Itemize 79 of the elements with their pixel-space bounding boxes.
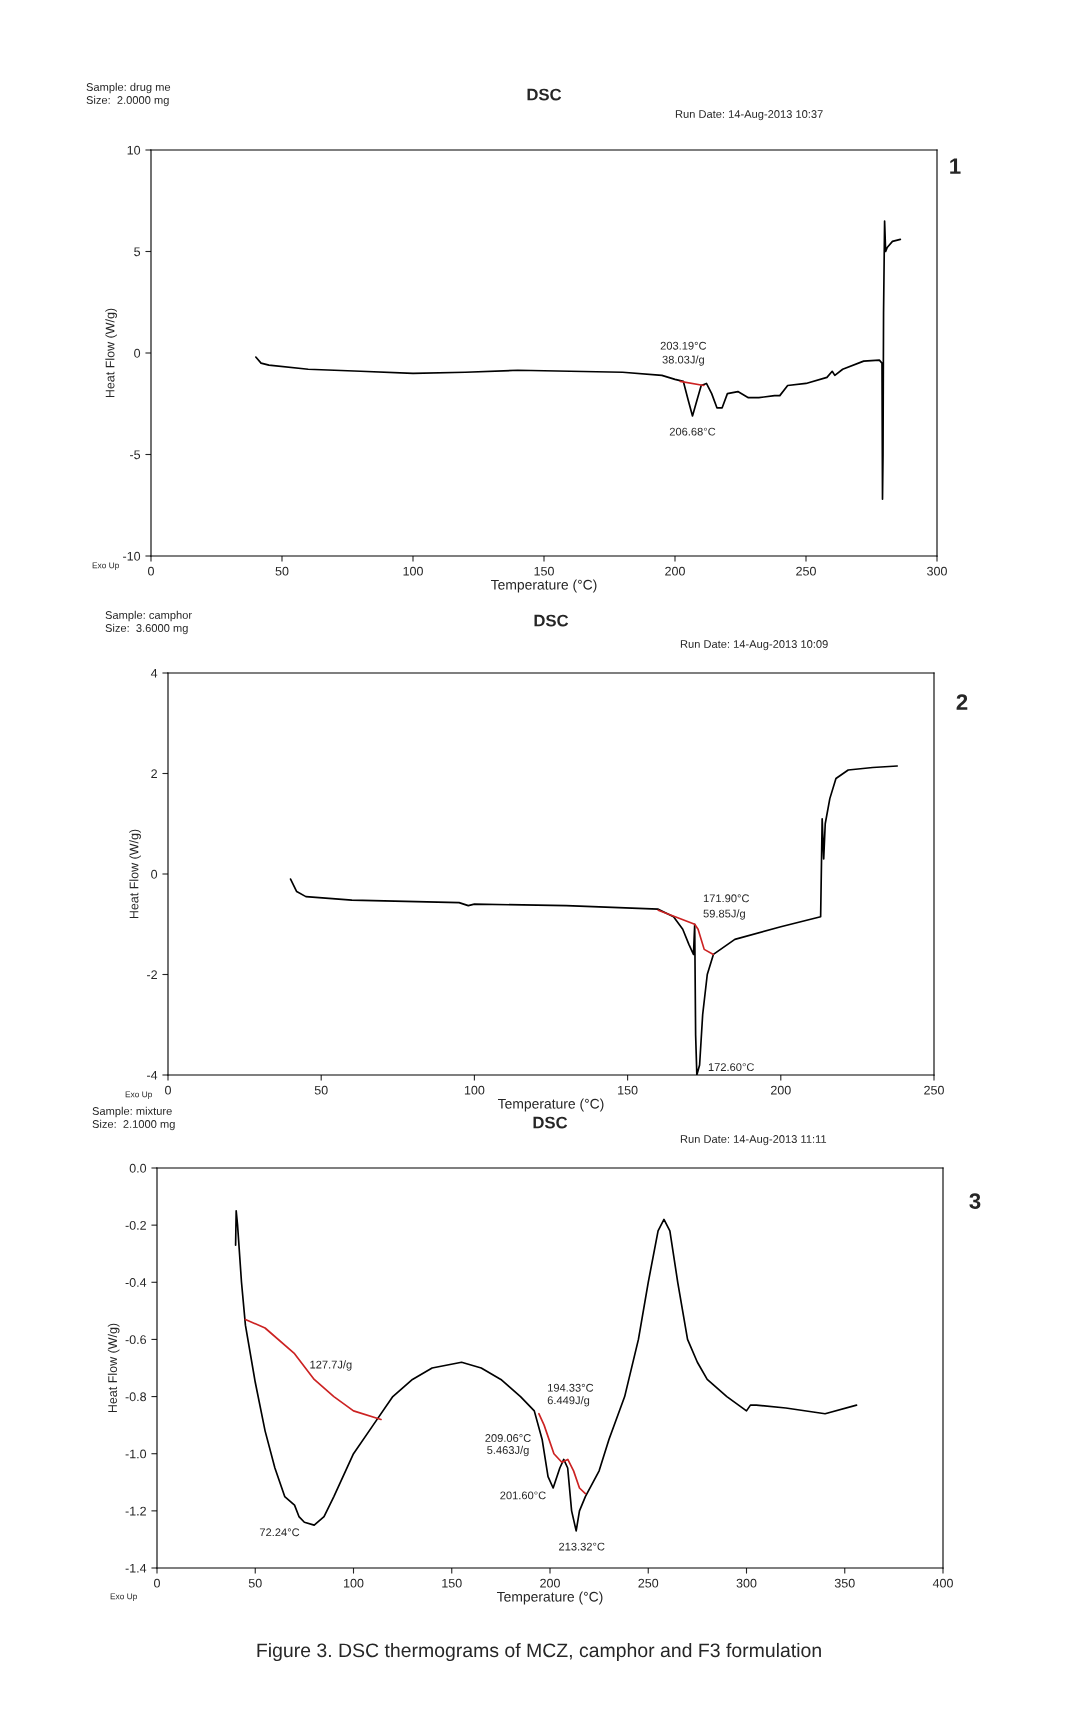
annotation: 213.32°C — [559, 1542, 605, 1551]
line-series — [244, 1318, 382, 1421]
chart-title: DSC — [534, 614, 569, 627]
x-tick-label: 150 — [442, 1578, 462, 1588]
text: Run Date: 14-Aug-2013 11:11 — [680, 1135, 827, 1146]
text: Exo Up — [92, 562, 119, 570]
y-tick-label: -0.4 — [125, 1278, 147, 1287]
text: Run Date: 14-Aug-2013 10:37 — [675, 110, 823, 121]
text: Size: 2.0000 mg — [86, 95, 169, 107]
y-tick-label: -1.4 — [125, 1563, 147, 1573]
y-tick-label: 0 — [134, 348, 141, 358]
text: Exo Up — [110, 1593, 137, 1601]
y-tick-label: -1.2 — [125, 1506, 146, 1516]
x-tick-label: 0 — [165, 1085, 171, 1095]
annotation: 172.60°C — [708, 1063, 754, 1072]
text: 1 — [950, 158, 961, 174]
x-axis-title: Temperature (°C) — [497, 1098, 604, 1112]
y-tick-label: 0 — [151, 869, 158, 879]
x-tick-label: 200 — [540, 1578, 560, 1588]
line-series — [254, 220, 902, 500]
x-tick-label: 250 — [638, 1578, 659, 1588]
chart-title: DSC — [527, 88, 562, 101]
text: Run Date: 14-Aug-2013 10:09 — [680, 640, 828, 651]
text: Sample: drug me — [86, 82, 171, 94]
x-tick-label: 50 — [275, 566, 289, 576]
y-tick-label: -5 — [130, 450, 141, 460]
y-tick-label: -4 — [147, 1070, 158, 1080]
annotation: 59.85J/g — [703, 909, 745, 920]
text: Sample: mixture — [92, 1106, 172, 1118]
y-tick-label: 5 — [134, 247, 141, 257]
x-tick-label: 100 — [464, 1085, 485, 1095]
text: Exo Up — [125, 1091, 152, 1099]
x-tick-label: 200 — [771, 1085, 791, 1095]
x-tick-label: 100 — [344, 1578, 364, 1588]
x-tick-label: 300 — [927, 566, 947, 576]
y-tick-label: -0.6 — [125, 1335, 147, 1345]
text: Size: 3.6000 mg — [105, 623, 188, 635]
x-tick-label: 400 — [932, 1578, 953, 1588]
annotation: 38.03J/g — [662, 355, 704, 366]
y-tick-label: -1.0 — [125, 1449, 147, 1459]
y-tick-label: 0.0 — [129, 1163, 147, 1173]
text: 3 — [969, 1193, 981, 1209]
annotation: 194.33°C — [548, 1383, 594, 1392]
x-tick-label: 350 — [834, 1578, 855, 1588]
x-tick-label: 250 — [924, 1085, 944, 1095]
annotation: 5.463J/g — [487, 1445, 529, 1457]
annotation: 171.90°C — [703, 894, 750, 903]
x-tick-label: 200 — [665, 566, 685, 576]
x-axis-title: Temperature (°C) — [490, 579, 597, 593]
annotation: 201.60°C — [500, 1491, 546, 1500]
y-axis-title: Heat Flow (W/g) — [107, 1323, 120, 1413]
x-tick-label: 150 — [534, 566, 554, 576]
caption: Figure 3. DSC thermograms of MCZ, camphor and F3 formulation — [257, 1642, 821, 1662]
text: 2 — [956, 694, 968, 710]
annotation: 203.19°C — [660, 341, 707, 350]
x-axis-title: Temperature (°C) — [496, 1591, 603, 1605]
y-tick-label: 10 — [127, 145, 141, 155]
annotation: 6.449J/g — [547, 1396, 590, 1407]
y-tick-label: -2 — [147, 970, 157, 980]
y-tick-label: -0.2 — [125, 1220, 146, 1230]
x-tick-label: 250 — [796, 566, 816, 576]
y-axis-title: Heat Flow (W/g) — [105, 308, 117, 398]
x-tick-label: 300 — [736, 1578, 757, 1588]
y-axis-title: Heat Flow (W/g) — [129, 829, 141, 919]
annotation: 206.68°C — [669, 427, 716, 436]
chart-title: DSC — [533, 1116, 568, 1129]
y-tick-label: -10 — [123, 551, 141, 561]
annotation: 127.7J/g — [310, 1360, 352, 1371]
x-tick-label: 150 — [618, 1085, 638, 1095]
x-tick-label: 50 — [314, 1085, 328, 1095]
annotation: 72.24°C — [259, 1528, 300, 1537]
annotation: 209.06°C — [485, 1434, 531, 1442]
x-tick-label: 50 — [248, 1578, 262, 1588]
y-tick-label: 2 — [151, 769, 157, 779]
y-tick-label: 4 — [150, 668, 158, 678]
y-tick-label: -0.8 — [125, 1392, 147, 1402]
text: Sample: camphor — [105, 610, 192, 622]
x-tick-label: 100 — [403, 566, 423, 576]
text: Size: 2.1000 mg — [92, 1119, 175, 1131]
